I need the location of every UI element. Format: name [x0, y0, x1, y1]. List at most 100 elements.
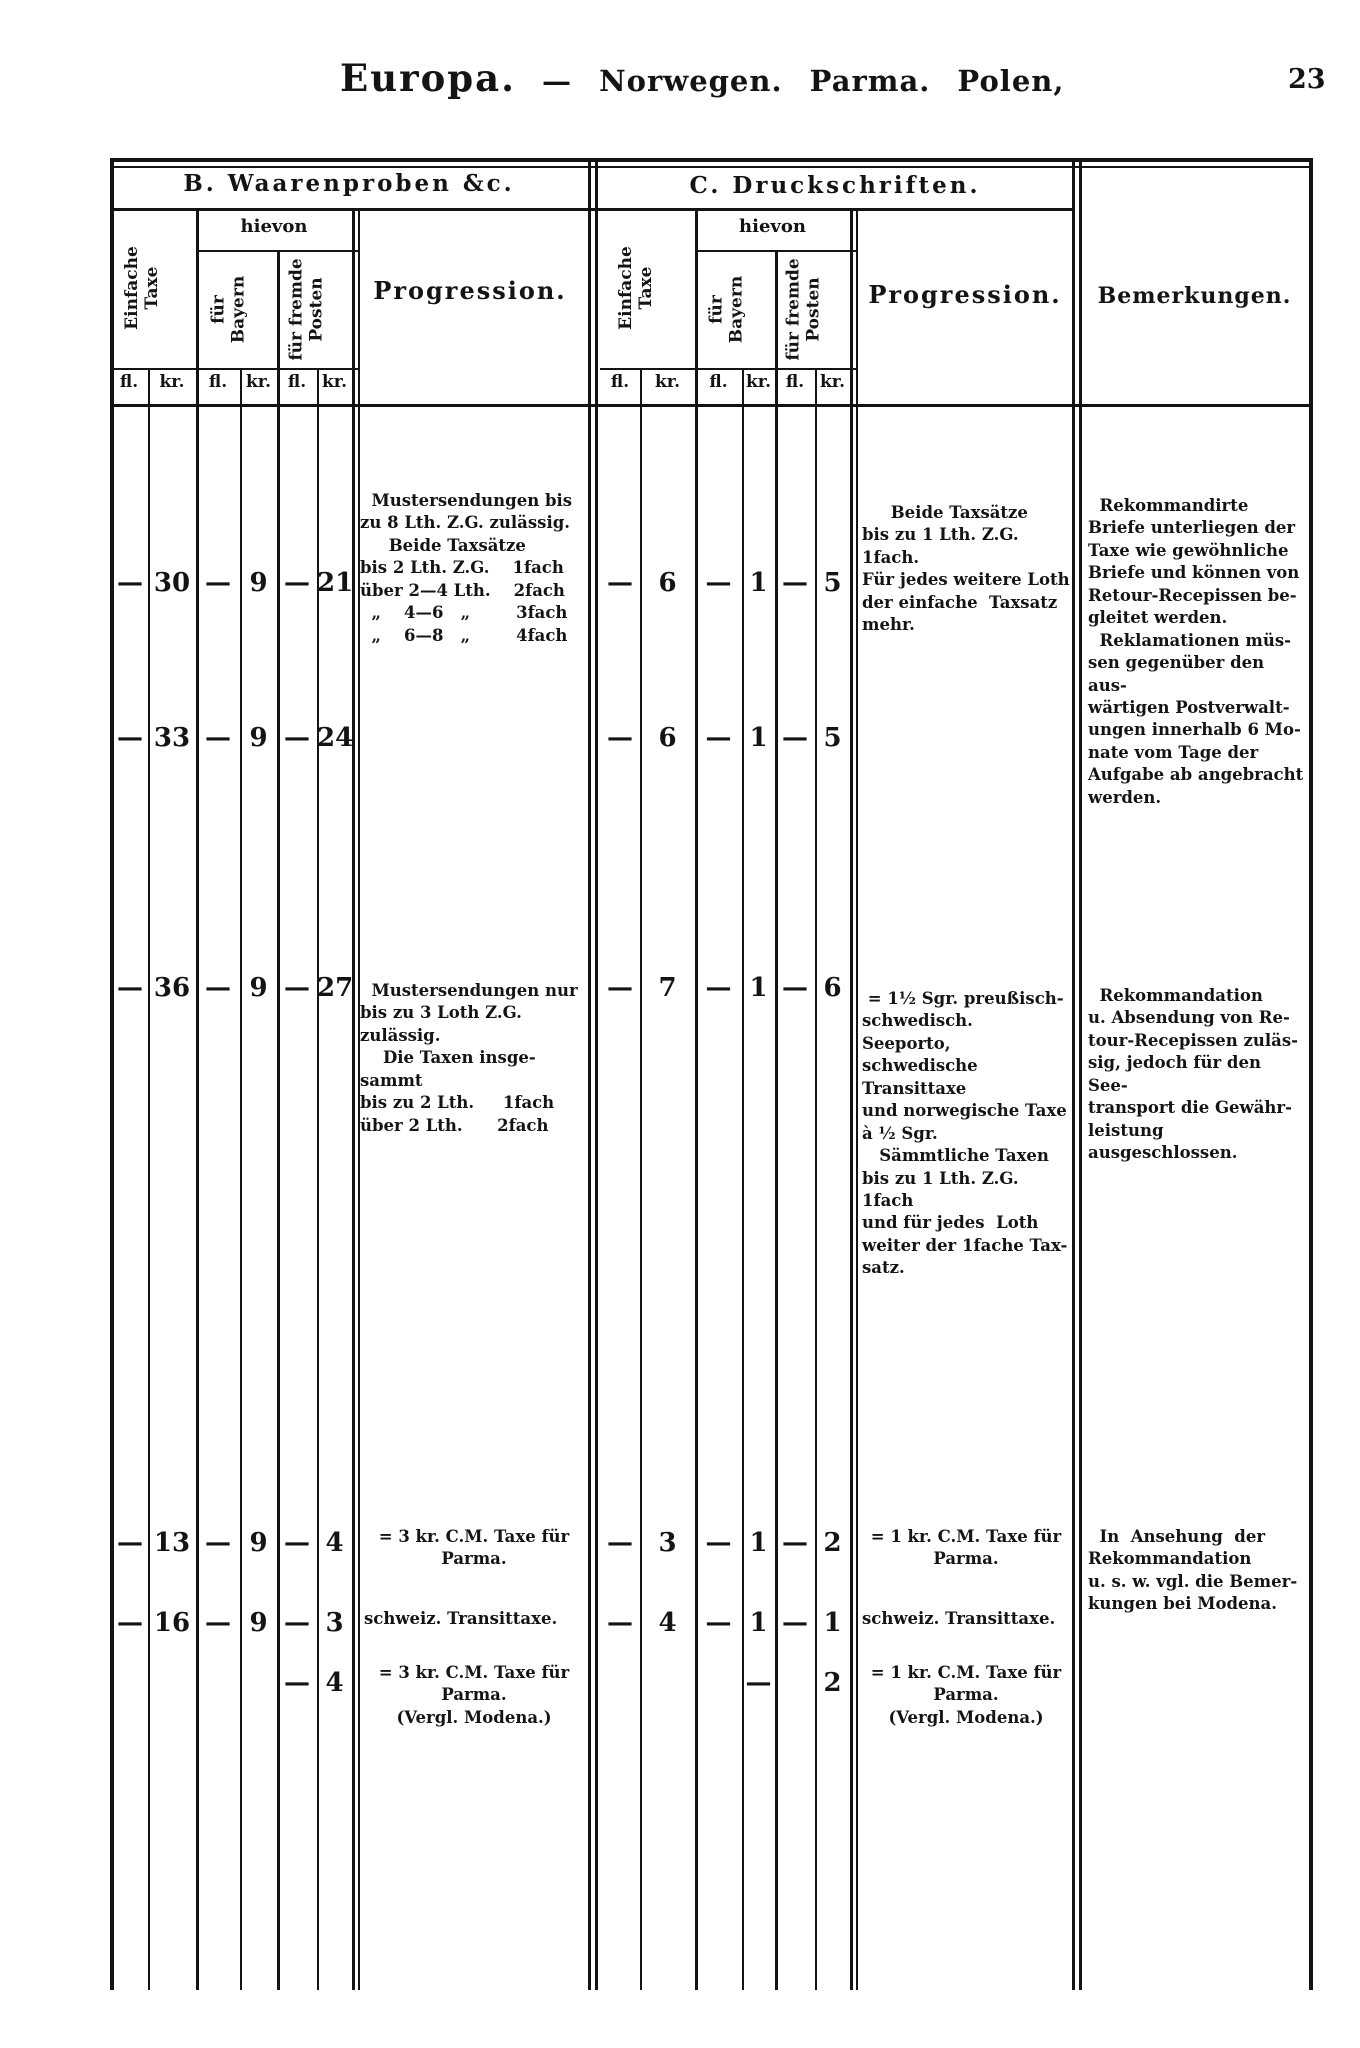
- unit-b-fl3: fl.: [287, 372, 307, 392]
- rule-c-prog-1: [850, 208, 853, 1990]
- rule-b-bayern-fremde: [277, 250, 280, 1990]
- progression-c-row5: schweiz. Transittaxe.: [862, 1609, 1056, 1628]
- progression-c-row6: = 1 kr. C.M. Taxe für Parma. (Vergl. Mod…: [870, 1663, 1062, 1727]
- cell-b3-fl3: —: [284, 973, 310, 1003]
- table-row: — 7 — 1 — 6: [600, 975, 850, 1001]
- col-einfache-taxe-b: Einfache Taxe: [122, 246, 162, 330]
- rule-bc-sep-2: [595, 158, 598, 1990]
- rule-c-prog-2: [856, 208, 858, 1990]
- cell-b1-fl1: —: [117, 568, 143, 598]
- cell-b5-kr1: 16: [153, 1608, 191, 1638]
- bemerkung-block3: In Ansehung der Rekommandation u. s. w. …: [1088, 1527, 1298, 1614]
- cell-b2-fl3: —: [284, 723, 310, 753]
- cell-b4-fl2: —: [205, 1528, 231, 1558]
- progression-c-row4: = 1 kr. C.M. Taxe für Parma.: [870, 1527, 1062, 1569]
- page-title-emphasis: Europa.: [340, 56, 517, 100]
- rule-top-1: [110, 158, 1313, 162]
- cell-b4-fl3: —: [284, 1528, 310, 1558]
- cell-c4-fl2: —: [705, 1528, 732, 1558]
- cell-c2-fl1: —: [607, 723, 633, 753]
- table-row: — 16 — 9 — 3: [112, 1610, 352, 1636]
- progression-b-row6: = 3 kr. C.M. Taxe für Parma. (Vergl. Mod…: [378, 1663, 570, 1727]
- rule-units-top-b: [110, 368, 360, 370]
- rule-units-top-c: [600, 368, 858, 370]
- col-progression-c: Progression.: [868, 280, 1062, 309]
- cell-c3-fl3: —: [782, 973, 808, 1003]
- cell-b5-kr3: 3: [325, 1608, 344, 1638]
- cell-c5-kr2: 1: [749, 1608, 768, 1638]
- cell-b3-fl1: —: [117, 973, 143, 1003]
- rule-header-bottom: [110, 404, 1309, 407]
- unit-b-fl2: fl.: [208, 372, 228, 392]
- col-fuer-bayern-b: für Bayern: [208, 275, 249, 344]
- cell-b2-kr3: 24: [317, 723, 354, 753]
- cell-b5-kr2: 9: [249, 1608, 268, 1638]
- cell-c1-kr2: 1: [749, 568, 768, 598]
- cell-c6-kr1: [640, 1670, 695, 1696]
- rule-top-2: [110, 166, 1313, 168]
- cell-c4-kr1: 3: [658, 1528, 677, 1558]
- unit-b-kr1: kr.: [159, 372, 185, 392]
- col-fuer-fremde-b: für fremde Posten: [286, 258, 327, 361]
- cell-c5-fl1: —: [607, 1608, 633, 1638]
- rule-c-bayern-fremde: [775, 250, 778, 1990]
- cell-c6-fl1: [600, 1670, 640, 1696]
- table-row: — 6 — 1 — 5: [600, 570, 850, 596]
- rule-b-flkr1: [148, 368, 150, 1990]
- unit-b-kr3: kr.: [321, 372, 348, 392]
- cell-b6-fl1: [112, 1670, 148, 1696]
- cell-c4-kr2: 1: [749, 1528, 768, 1558]
- rule-bem-sep-2: [1079, 158, 1082, 1990]
- table-row: — 2: [600, 1670, 850, 1696]
- cell-b5-fl3: —: [284, 1608, 310, 1638]
- progression-c-row3: = 1½ Sgr. preußisch- schwedisch. Seeport…: [862, 989, 1068, 1278]
- table-row: — 4: [112, 1670, 352, 1696]
- col-fuer-bayern-c: für Bayern: [706, 275, 747, 344]
- cell-c2-kr1: 6: [658, 723, 677, 753]
- progression-c-row1: Beide Taxsätze bis zu 1 Lth. Z.G. 1fach.…: [862, 503, 1070, 635]
- cell-b6-fl3: —: [284, 1668, 310, 1698]
- rule-c-flkr1: [640, 368, 642, 1990]
- cell-c4-kr3: 2: [823, 1528, 842, 1558]
- unit-c-fl3: fl.: [785, 372, 805, 392]
- cell-c6-kr3: 2: [823, 1668, 842, 1698]
- cell-b2-fl2: —: [205, 723, 231, 753]
- cell-c6-fl3: [775, 1670, 815, 1696]
- col-hievon-c: hievon: [739, 216, 806, 237]
- cell-c1-kr1: 6: [658, 568, 677, 598]
- rule-b-flkr2: [240, 368, 242, 1990]
- cell-c5-fl2: —: [705, 1608, 732, 1638]
- cell-b6-kr1: [148, 1670, 196, 1696]
- unit-c-fl2: fl.: [709, 372, 728, 392]
- cell-b5-fl2: —: [205, 1608, 231, 1638]
- progression-b-row1: Mustersendungen bis zu 8 Lth. Z.G. zuläs…: [360, 491, 573, 645]
- rule-c-flkr3: [815, 368, 817, 1990]
- cell-b3-kr1: 36: [153, 973, 191, 1003]
- page-title-countries: — Norwegen. Parma. Polen,: [542, 64, 1065, 98]
- cell-b4-kr3: 4: [325, 1528, 344, 1558]
- progression-b-row4: = 3 kr. C.M. Taxe für Parma.: [378, 1527, 570, 1569]
- cell-c3-kr3: 6: [823, 973, 842, 1003]
- unit-b-kr2: kr.: [245, 372, 272, 392]
- section-c-title: C. Druckschriften.: [689, 172, 981, 199]
- cell-b5-fl1: —: [117, 1608, 143, 1638]
- cell-c5-fl3: —: [782, 1608, 808, 1638]
- col-einfache-taxe-c: Einfache Taxe: [616, 246, 656, 330]
- section-b-title: B. Waarenproben &c.: [183, 170, 515, 197]
- cell-c2-kr3: 5: [823, 723, 842, 753]
- unit-b-fl1: fl.: [119, 372, 139, 392]
- cell-c5-kr1: 4: [658, 1608, 677, 1638]
- unit-c-kr2: kr.: [745, 372, 772, 392]
- cell-b2-fl1: —: [117, 723, 143, 753]
- progression-b-row3: Mustersendungen nur bis zu 3 Loth Z.G. z…: [360, 981, 578, 1135]
- col-fuer-fremde-c: für fremde Posten: [783, 258, 824, 361]
- rule-left-edge: [110, 158, 114, 1990]
- page-title: Europa. — Norwegen. Parma. Polen,: [340, 56, 1064, 100]
- page-number: 23: [1288, 64, 1326, 95]
- rule-b-taxe-hievon: [196, 208, 199, 1990]
- cell-c3-kr2: 1: [749, 973, 768, 1003]
- rule-bem-sep-1: [1072, 158, 1075, 1990]
- cell-c2-fl3: —: [782, 723, 808, 753]
- bemerkung-block2: Rekommandation u. Absendung von Re- tour…: [1088, 986, 1299, 1163]
